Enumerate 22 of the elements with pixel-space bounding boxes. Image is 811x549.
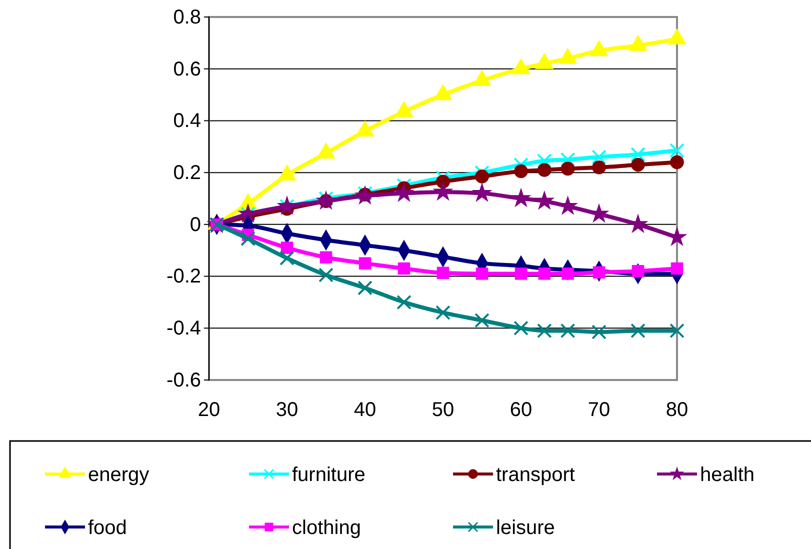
legend-label: food bbox=[88, 517, 127, 539]
y-tick-label: -0.4 bbox=[166, 318, 201, 340]
x-tick-label: 30 bbox=[276, 399, 298, 422]
legend-label: clothing bbox=[292, 517, 361, 539]
x-tick-label: 80 bbox=[666, 399, 688, 422]
y-tick-label: 0 bbox=[190, 214, 201, 236]
x-tick-label: 60 bbox=[510, 399, 532, 422]
x-tick-label: 50 bbox=[432, 399, 454, 422]
x-tick-label: 40 bbox=[354, 399, 376, 422]
legend-label: leisure bbox=[496, 517, 555, 539]
y-tick-label: 0.4 bbox=[173, 110, 201, 132]
legend-label: transport bbox=[496, 464, 576, 486]
legend-label: health bbox=[700, 464, 754, 486]
y-tick-label: 0.8 bbox=[173, 6, 201, 28]
legend-label: furniture bbox=[292, 464, 366, 486]
legend-label: energy bbox=[88, 464, 150, 486]
x-tick-label: 70 bbox=[588, 399, 610, 422]
y-tick-label: 0.2 bbox=[173, 162, 201, 184]
x-tick-label: 20 bbox=[198, 399, 220, 422]
y-tick-label: -0.6 bbox=[166, 369, 201, 392]
y-tick-label: -0.2 bbox=[166, 266, 201, 288]
y-tick-label: 0.6 bbox=[173, 58, 201, 80]
